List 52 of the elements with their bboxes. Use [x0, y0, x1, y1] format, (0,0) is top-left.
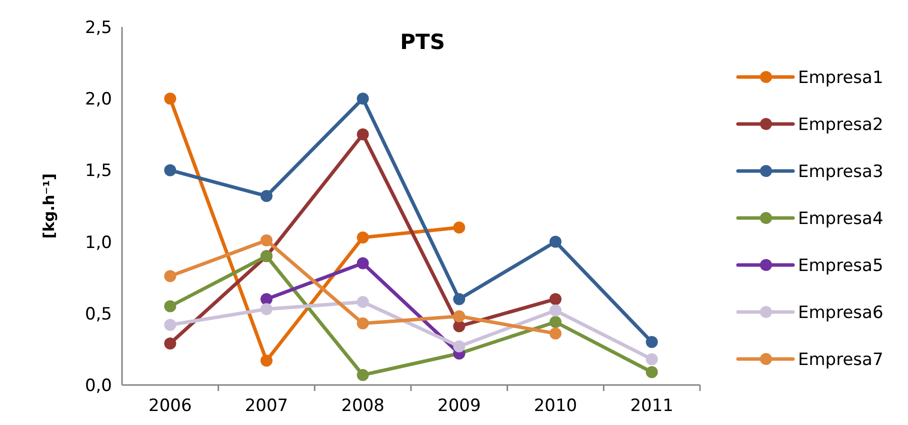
- legend-label: Empresa1: [798, 68, 884, 88]
- y-tick-label: 1,5: [84, 161, 112, 182]
- point: [356, 232, 369, 244]
- x-tick-label: 2007: [244, 396, 288, 416]
- point: [356, 128, 369, 140]
- x-tick-label: 2010: [534, 396, 578, 416]
- point: [164, 300, 176, 312]
- point: [550, 236, 562, 248]
- point: [550, 327, 562, 340]
- point: [164, 92, 176, 105]
- point: [356, 92, 369, 105]
- y-tick-label: 2,0: [84, 90, 112, 110]
- point: [260, 234, 272, 246]
- x-tick-label: 2011: [630, 396, 674, 416]
- point: [453, 310, 466, 322]
- point: [164, 337, 176, 350]
- point: [260, 190, 272, 202]
- point: [646, 366, 658, 378]
- legend-label: Empresa7: [798, 350, 884, 370]
- legend-label: Empresa4: [798, 208, 884, 229]
- point: [356, 257, 369, 270]
- x-tick-label: 2006: [148, 396, 192, 416]
- point: [164, 164, 176, 176]
- point: [453, 320, 466, 332]
- y-axis-title: [kg.h⁻¹]: [40, 173, 58, 239]
- chart-title: PTS: [400, 30, 445, 54]
- point: [550, 316, 562, 328]
- point: [550, 304, 562, 317]
- point: [356, 296, 369, 308]
- point: [260, 293, 272, 306]
- point: [356, 317, 369, 330]
- y-tick-label: 2,5: [84, 18, 112, 38]
- legend-label: Empresa6: [798, 302, 884, 323]
- y-tick-label: 0,5: [84, 304, 112, 324]
- point: [260, 354, 272, 367]
- point: [260, 303, 272, 316]
- legend-label: Empresa5: [798, 256, 884, 276]
- y-tick-label: 0,0: [84, 376, 112, 396]
- x-tick-label: 2009: [438, 396, 481, 416]
- x-tick-label: 2008: [341, 396, 384, 416]
- legend-label: Empresa2: [798, 114, 884, 135]
- point: [453, 293, 466, 306]
- legend-label: Empresa3: [798, 162, 884, 182]
- point: [164, 318, 176, 331]
- point: [453, 340, 466, 352]
- point: [356, 368, 369, 381]
- point: [164, 270, 176, 282]
- point: [646, 336, 658, 348]
- point: [646, 353, 658, 366]
- point: [550, 293, 562, 306]
- y-tick-label: 1,0: [84, 232, 112, 253]
- point: [453, 221, 466, 234]
